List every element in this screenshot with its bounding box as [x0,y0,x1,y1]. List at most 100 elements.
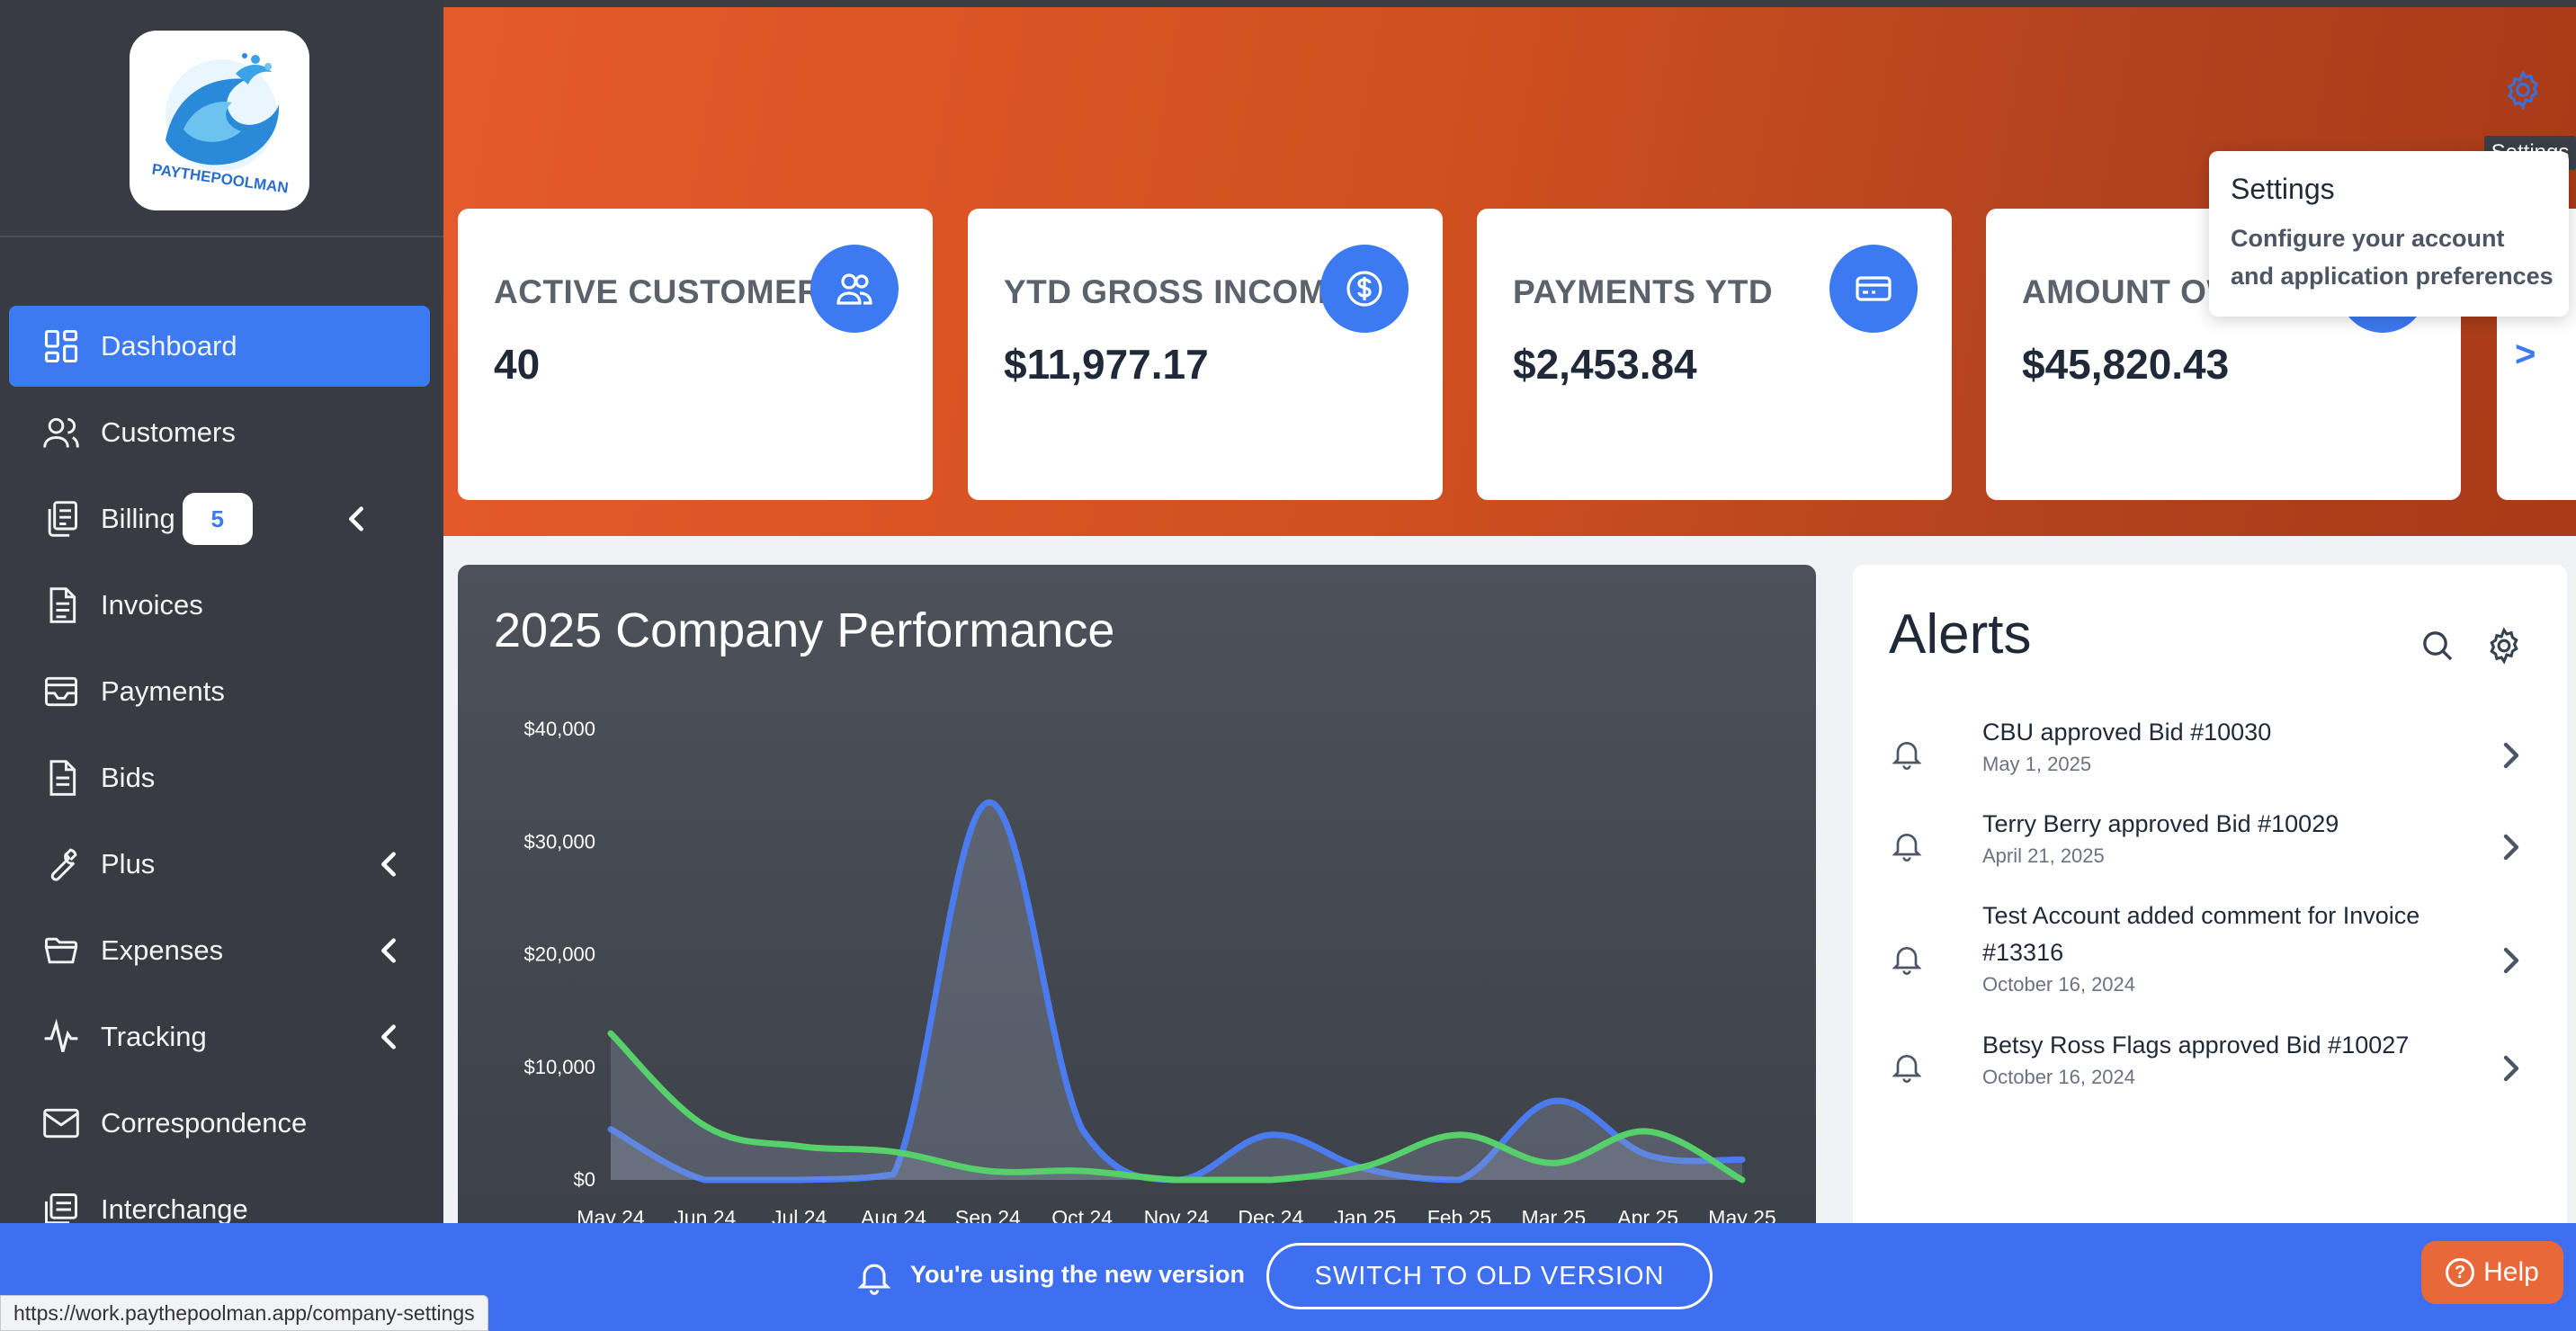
sidebar-item-bids[interactable]: Bids [9,737,430,818]
sidebar-item-label: Invoices [101,589,203,621]
link-status-url: https://work.paythepoolman.app/company-s… [0,1295,488,1331]
dollar-icon [1320,245,1409,333]
sidebar-item-label: Dashboard [101,330,237,362]
bell-icon [857,1264,891,1295]
wrench-icon [40,843,83,886]
search-icon[interactable] [2419,628,2455,664]
alert-text: Betsy Ross Flags approved Bid #10027 [1982,1032,2410,1059]
stat-card-payments-ytd[interactable]: PAYMENTS YTD $2,453.84 [1477,209,1952,500]
sidebar: PAYTHEPOOLMAN Dashboard Customers Billin… [0,0,443,1331]
version-message: You're using the new version [910,1261,1245,1288]
settings-popover: Settings Configure your account and appl… [2209,151,2569,317]
stat-value: $45,820.43 [2022,341,2230,388]
sidebar-item-expenses[interactable]: Expenses [9,910,430,991]
company-logo[interactable]: PAYTHEPOOLMAN [130,31,309,210]
sidebar-item-dashboard[interactable]: Dashboard [9,306,430,387]
mail-icon [40,1102,83,1145]
help-button[interactable]: ? Help [2421,1241,2563,1304]
y-tick-label: $20,000 [523,943,595,966]
sidebar-item-label: Billing [101,503,175,534]
folder-icon [40,929,83,972]
sidebar-item-label: Interchange [101,1193,248,1225]
y-tick-label: $30,000 [523,830,595,853]
next-arrow-icon[interactable]: > [2515,335,2536,374]
chevron-left-icon[interactable] [378,1022,399,1052]
sidebar-item-billing[interactable]: Billing 5 [9,478,430,559]
layers-icon [40,1188,83,1231]
sidebar-item-tracking[interactable]: Tracking [9,996,430,1077]
chevron-right-icon[interactable] [2500,944,2522,977]
copy-icon [40,497,83,540]
popover-title: Settings [2231,173,2335,205]
inbox-icon [40,670,83,713]
sidebar-item-label: Customers [101,416,236,448]
stat-title: YTD GROSS INCOME [1004,273,1350,310]
bell-icon [1892,1055,1922,1083]
credit-card-icon [1829,245,1918,333]
sidebar-item-interchange[interactable]: Interchange [9,1169,430,1250]
alerts-panel: Alerts CBU approved Bid #10030 May 1, 20… [1853,565,2567,1331]
sidebar-item-label: Bids [101,762,156,793]
popover-body: Configure your account and application p… [2231,225,2554,290]
bell-icon [1892,947,1922,975]
users-icon [810,245,899,333]
company-performance-panel: 2025 Company Performance $40,000 $30,000 $… [458,565,1816,1331]
sidebar-item-label: Payments [101,675,225,707]
chevron-left-icon[interactable] [378,935,399,966]
y-tick-label: $10,000 [523,1056,595,1078]
chevron-left-icon[interactable] [345,504,367,534]
sidebar-item-payments[interactable]: Payments [9,651,430,732]
stat-title: AMOUNT OW [2022,273,2239,310]
stat-value: $2,453.84 [1513,341,1697,388]
stat-value: 40 [494,341,541,388]
series-line-0 [607,799,1746,1184]
users-icon [40,411,83,454]
stat-card-ytd-gross-income[interactable]: YTD GROSS INCOME $11,977.17 [968,209,1443,500]
series-area-0 [611,802,1742,1180]
stat-value: $11,977.17 [1004,341,1209,388]
sidebar-item-label: Expenses [101,934,224,966]
alerts-title: Alerts [1889,603,2032,666]
logo-divider [0,236,443,237]
document-icon [40,584,83,627]
sidebar-item-invoices[interactable]: Invoices [9,565,430,646]
chevron-right-icon[interactable] [2500,831,2522,863]
alert-date: May 1, 2025 [1982,753,2092,775]
y-tick-label: $40,000 [523,718,595,740]
series-area-1 [611,1033,1742,1180]
dashboard-icon [40,325,83,368]
settings-gear-icon[interactable] [2501,68,2545,112]
sidebar-item-plus[interactable]: Plus [9,824,430,905]
switch-old-version-button[interactable]: SWITCH TO OLD VERSION [1266,1243,1713,1309]
chart-title: 2025 Company Performance [494,603,1115,657]
series-line-1 [607,1030,1746,1184]
gear-icon[interactable] [2484,626,2524,666]
help-label: Help [2483,1257,2539,1287]
alert-date: April 21, 2025 [1982,844,2105,867]
bell-icon [1892,834,1922,862]
question-icon: ? [2446,1258,2475,1287]
pulse-icon [40,1015,83,1059]
sidebar-item-correspondence[interactable]: Correspondence [9,1083,430,1164]
chevron-right-icon[interactable] [2500,1052,2522,1085]
sidebar-item-label: Plus [101,848,156,880]
bell-icon [1892,742,1922,770]
alert-text: CBU approved Bid #10030 [1982,719,2272,746]
window-top-edge [0,0,2576,7]
billing-count-badge: 5 [182,493,253,545]
sidebar-item-label: Tracking [101,1021,207,1052]
stat-title: ACTIVE CUSTOMERS [494,273,845,310]
stat-card-active-customers[interactable]: ACTIVE CUSTOMERS 40 [458,209,933,500]
chevron-left-icon[interactable] [378,849,399,880]
y-tick-label: $0 [574,1168,595,1191]
file-icon [40,756,83,799]
sidebar-item-customers[interactable]: Customers [9,392,430,473]
alert-date: October 16, 2024 [1982,1066,2136,1088]
wave-logo-icon: PAYTHEPOOLMAN [151,53,290,197]
stat-title: PAYMENTS YTD [1513,273,1774,310]
chevron-right-icon[interactable] [2500,739,2522,772]
sidebar-item-label: Correspondence [101,1107,308,1139]
alert-text: Test Account added comment for Invoice #… [1982,902,2420,966]
alert-date: October 16, 2024 [1982,973,2136,996]
